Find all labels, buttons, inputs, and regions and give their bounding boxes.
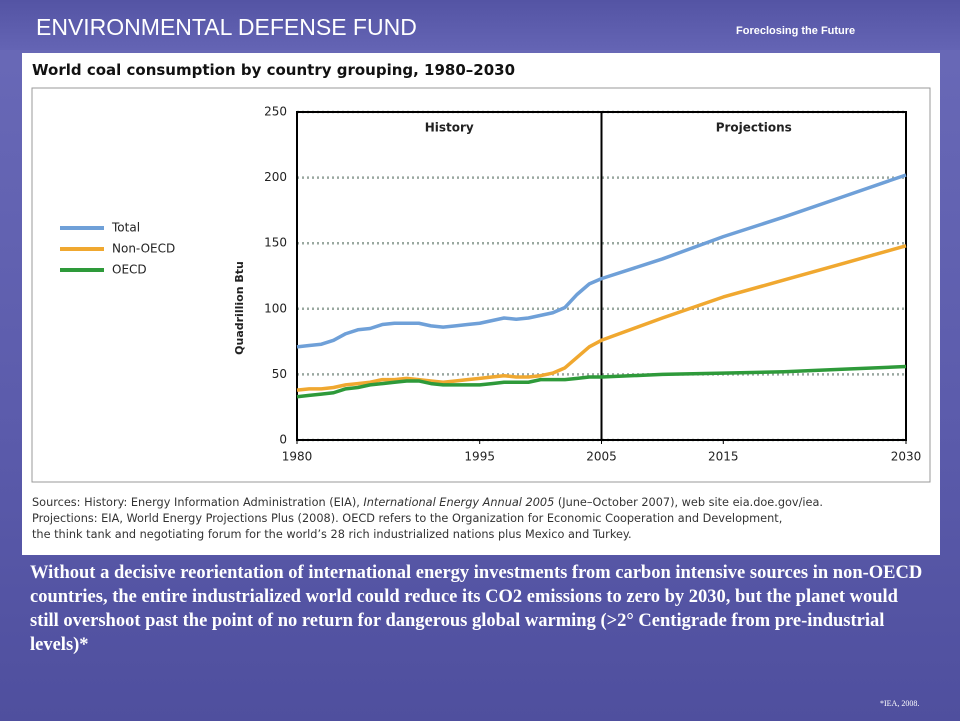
chart-frame [31, 87, 931, 483]
top-bar [0, 0, 960, 50]
footnote: *IEA, 2008. [880, 699, 920, 708]
series-line [296, 244, 907, 392]
slide-tag: Foreclosing the Future [736, 25, 856, 37]
legend-label: Total [111, 221, 140, 235]
body-text: Without a decisive reorientation of inte… [30, 563, 923, 655]
y-tick-label: 50 [272, 367, 287, 381]
x-tick-label: 2030 [891, 450, 922, 464]
series-line [296, 173, 907, 349]
y-tick-label: 100 [264, 301, 287, 315]
x-tick-label: 1980 [282, 450, 313, 464]
legend-label: Non-OECD [112, 242, 175, 256]
chart-title: World coal consumption by country groupi… [32, 61, 516, 79]
annotation: History [425, 121, 474, 135]
sources-text: (June–October 2007), web site eia.doe.go… [554, 496, 824, 509]
sources-text: International Energy Annual 2005 [363, 496, 555, 509]
x-tick-label: 2015 [708, 450, 739, 464]
y-tick-label: 150 [264, 236, 287, 250]
y-tick-label: 0 [279, 433, 287, 447]
chart-panel: World coal consumption by country groupi… [22, 53, 940, 555]
y-axis-label: Quadrillion Btu [233, 261, 246, 355]
y-tick-label: 200 [264, 170, 287, 184]
chart: Quadrillion Btu 0 50 100 150 200 250 1980 1995 2… [31, 87, 931, 483]
sources: Sources: History: Energy Information Adm… [32, 495, 937, 543]
legend-label: OECD [112, 263, 147, 277]
org-title: ENVIRONMENTAL DEFENSE FUND [36, 14, 417, 40]
sources-text: the think tank and negotiating forum for… [32, 528, 632, 541]
annotation: Projections [716, 121, 792, 135]
sources-text: Sources: History: Energy Information Adm… [32, 496, 364, 509]
series-line [296, 364, 907, 399]
x-tick-label: 1995 [464, 450, 495, 464]
sources-text: Projections: EIA, World Energy Projectio… [32, 512, 783, 525]
y-tick-label: 250 [264, 105, 287, 119]
x-tick-label: 2005 [586, 450, 617, 464]
